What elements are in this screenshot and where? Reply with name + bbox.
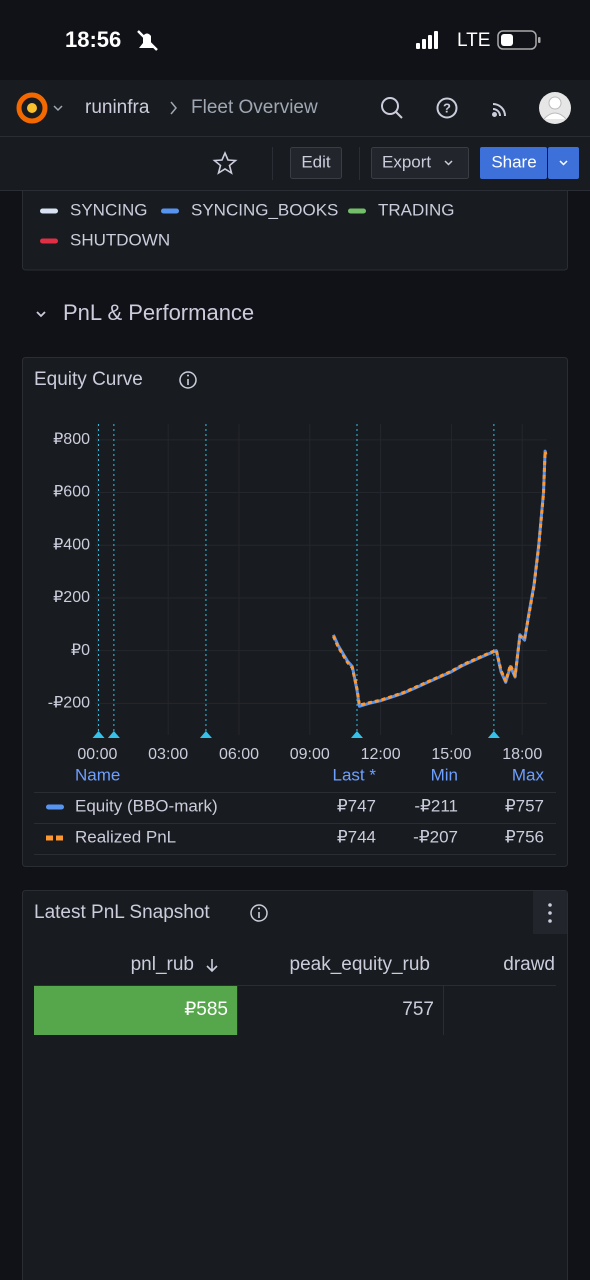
status-bar [0, 0, 590, 80]
legend-swatch [46, 804, 64, 810]
annotation-marker [350, 731, 363, 738]
annotation-marker [199, 731, 212, 738]
section-collapse[interactable] [36, 311, 46, 318]
annotation-marker [92, 731, 105, 738]
legend-series-name[interactable]: Equity (BBO-mark) [75, 796, 218, 815]
star-button[interactable] [212, 150, 238, 175]
y-tick-label: ₽400 [53, 536, 90, 553]
news-button[interactable] [492, 103, 506, 117]
search-button[interactable] [381, 97, 403, 119]
export-button[interactable] [371, 147, 469, 179]
share-button[interactable] [480, 147, 547, 179]
panel-menu[interactable] [533, 891, 567, 934]
legend-stat: ₽747 [337, 796, 376, 815]
edit-button[interactable] [290, 147, 342, 179]
x-tick-label: 06:00 [219, 746, 259, 763]
sort-arrow[interactable] [206, 959, 218, 973]
clock: 18:56 [65, 27, 121, 52]
nav-bar [0, 80, 590, 136]
y-tick-label: -₽200 [48, 695, 90, 712]
legend-label: SHUTDOWN [70, 230, 170, 249]
help-button[interactable]: ? [436, 97, 458, 119]
profile-avatar[interactable] [539, 92, 571, 124]
table-cell-bar [34, 986, 237, 1035]
x-tick-label: 00:00 [77, 746, 117, 763]
breadcrumb-dashboard[interactable]: Fleet Overview [191, 97, 318, 118]
annotation-marker [487, 731, 500, 738]
mute-icon [137, 30, 158, 51]
table-column-header[interactable]: peak_equity_rub [290, 954, 431, 975]
signal-icon [416, 31, 438, 49]
y-tick-label: ₽0 [71, 642, 90, 659]
edit-label: Edit [301, 152, 331, 171]
y-tick-label: ₽800 [53, 431, 90, 448]
x-tick-label: 12:00 [361, 746, 401, 763]
series-line [332, 449, 548, 707]
legend-swatch [40, 208, 58, 214]
export-label: Export [382, 152, 431, 171]
snapshot-panel [22, 890, 568, 1280]
x-tick-label: 18:00 [502, 746, 542, 763]
legend-stat: -₽207 [413, 827, 458, 846]
legend-swatch [40, 238, 58, 244]
breadcrumb-separator [170, 101, 177, 115]
panel-title: Equity Curve [34, 369, 143, 390]
x-tick-label: 15:00 [431, 746, 471, 763]
network-type: LTE [457, 30, 490, 51]
y-tick-label: ₽200 [53, 589, 90, 606]
section-title[interactable]: PnL & Performance [63, 300, 254, 325]
legend-label: SYNCING_BOOKS [191, 200, 338, 219]
legend-swatch [56, 835, 63, 841]
legend-label: TRADING [378, 200, 455, 219]
legend-column-header: Max [512, 765, 545, 784]
legend-swatch [161, 208, 179, 214]
y-tick-label: ₽600 [53, 484, 90, 501]
info-icon[interactable] [179, 371, 197, 389]
table-column-header[interactable]: pnl_rub [131, 954, 194, 975]
legend-column-header: Min [431, 765, 458, 784]
share-menu-button[interactable] [548, 147, 579, 179]
x-tick-label: 03:00 [148, 746, 188, 763]
grafana-logo[interactable] [16, 92, 63, 124]
equity-panel [22, 357, 568, 867]
legend-stat: ₽756 [505, 827, 544, 846]
x-tick-label: 09:00 [290, 746, 330, 763]
share-chevron [559, 160, 568, 166]
legend-stat: ₽757 [505, 796, 544, 815]
legend-column-header: Last * [333, 765, 377, 784]
table-column-header[interactable]: drawd [503, 954, 555, 975]
legend-swatch [46, 835, 53, 841]
table-cell: 757 [402, 999, 434, 1020]
legend-stat: -₽211 [414, 796, 458, 815]
share-label: Share [491, 152, 536, 171]
legend-label: SYNCING [70, 200, 147, 219]
table-cell: ₽585 [184, 999, 228, 1020]
svg-text:?: ? [443, 100, 451, 115]
legend-column-header: Name [75, 765, 120, 784]
export-chevron [444, 160, 453, 166]
legend-series-name[interactable]: Realized PnL [75, 827, 176, 846]
battery-icon [497, 30, 541, 50]
legend-swatch [348, 208, 366, 214]
annotation-marker [107, 731, 120, 738]
breadcrumb-org[interactable]: runinfra [85, 97, 150, 118]
info-icon[interactable] [250, 904, 268, 922]
legend-stat: ₽744 [337, 827, 376, 846]
panel-title: Latest PnL Snapshot [34, 902, 210, 923]
